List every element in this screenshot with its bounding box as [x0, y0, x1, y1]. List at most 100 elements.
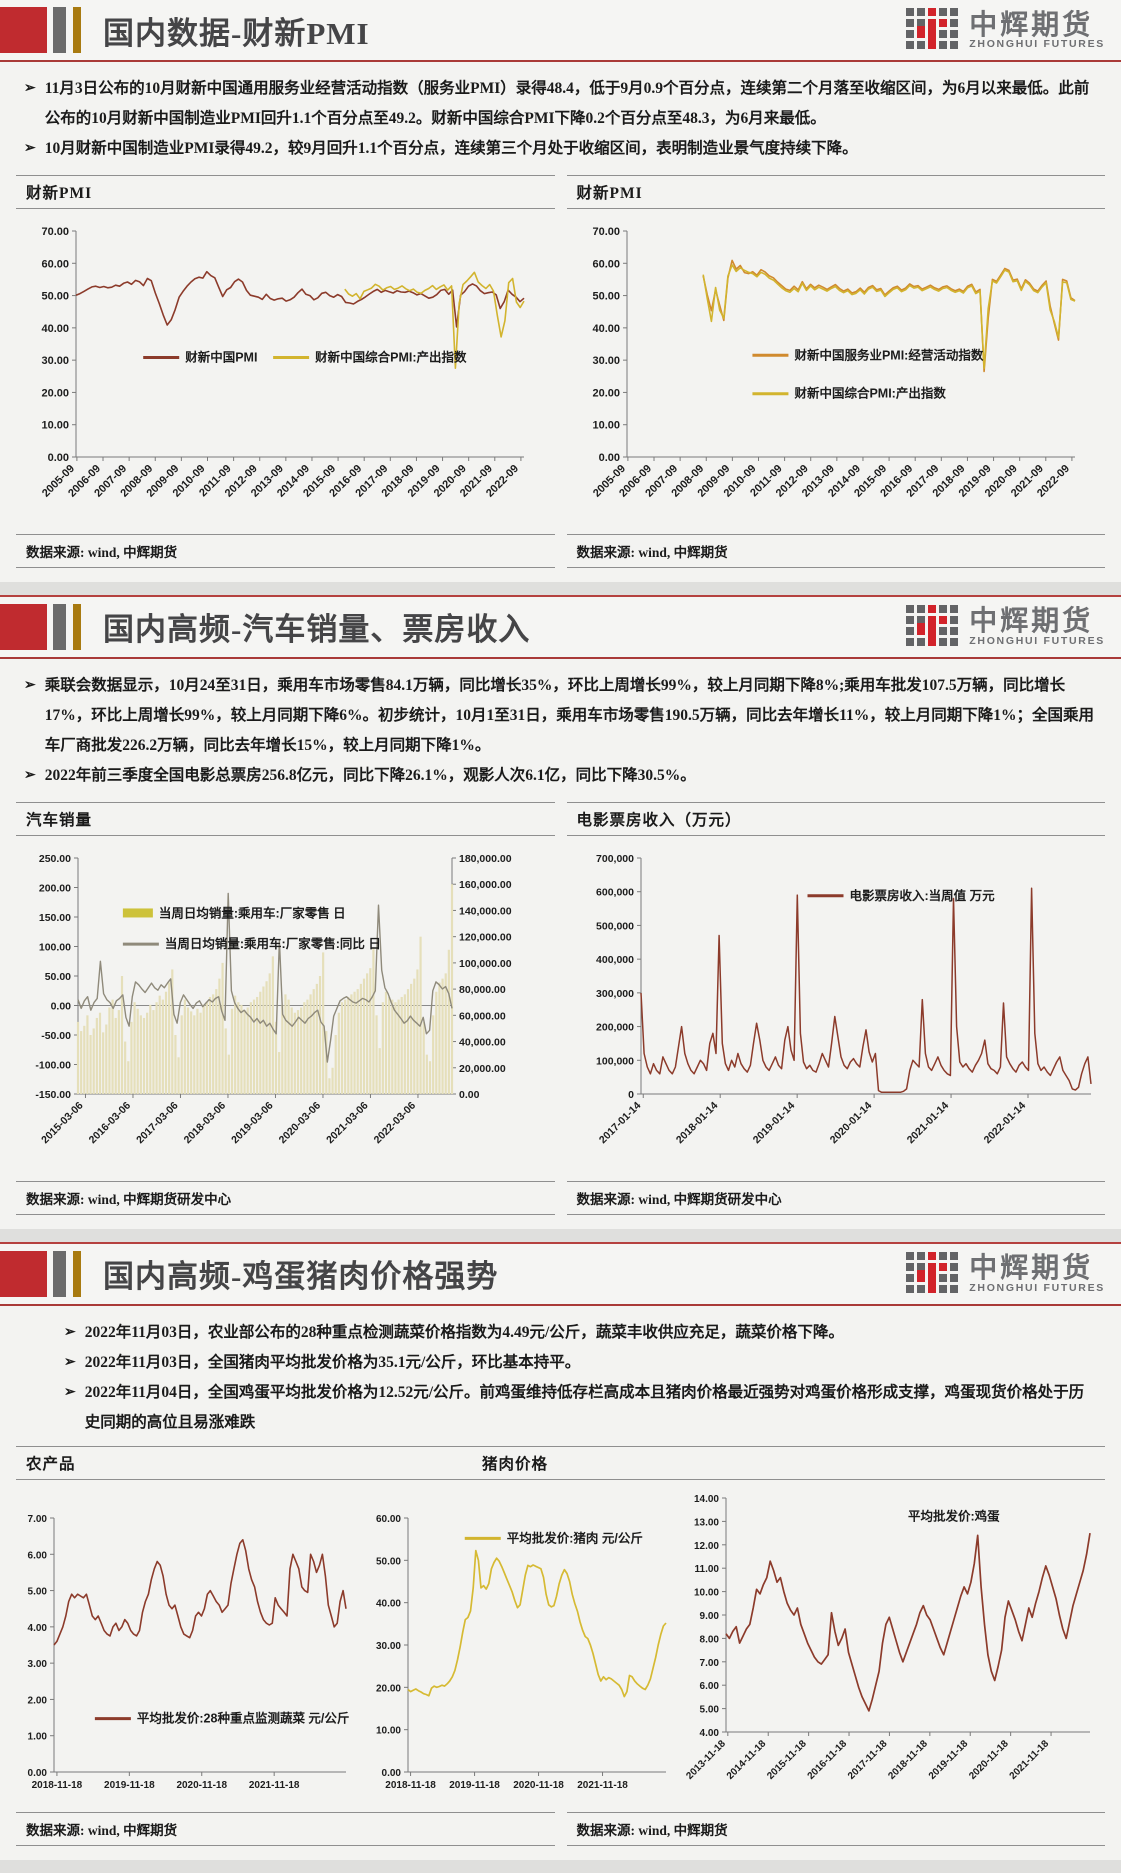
svg-text:2017-11-18: 2017-11-18: [846, 1738, 890, 1782]
header-accent-bars: [0, 603, 81, 650]
brand-name-en: ZHONGHUI FUTURES: [969, 38, 1105, 51]
svg-text:2013-11-18: 2013-11-18: [684, 1738, 728, 1782]
svg-text:平均批发价:鸡蛋: 平均批发价:鸡蛋: [908, 1509, 1000, 1524]
svg-text:10.00: 10.00: [41, 419, 69, 431]
svg-text:2020-01-14: 2020-01-14: [827, 1099, 874, 1146]
brand-name-en: ZHONGHUI FUTURES: [969, 634, 1105, 647]
svg-text:2018-11-18: 2018-11-18: [886, 1738, 930, 1782]
svg-text:财新中国服务业PMI:经营活动指数: 财新中国服务业PMI:经营活动指数: [793, 347, 983, 362]
brand-logo-text: 中辉期货 ZHONGHUI FUTURES: [969, 606, 1105, 646]
svg-text:13.00: 13.00: [694, 1518, 719, 1529]
svg-text:10.00: 10.00: [694, 1588, 719, 1599]
chart-source: 数据来源: wind, 中辉期货: [566, 533, 1105, 568]
accent-gold-bar: [73, 603, 81, 650]
svg-text:60.00: 60.00: [592, 258, 620, 270]
bullet-marker-icon: ➢: [24, 768, 36, 784]
svg-text:12.00: 12.00: [694, 1541, 719, 1552]
brand-logo: 中辉期货 ZHONGHUI FUTURES: [906, 603, 1105, 651]
svg-text:30.00: 30.00: [592, 355, 620, 367]
svg-text:600,000: 600,000: [596, 886, 634, 898]
svg-text:7.00: 7.00: [700, 1658, 720, 1669]
section-header: 国内高频-鸡蛋猪肉价格强势 中辉期货 ZHONGHUI FUTURES: [0, 1243, 1121, 1306]
brand-logo-icon: [906, 8, 959, 49]
caixin-services-pmi-chart: 0.0010.0020.0030.0040.0050.0060.0070.002…: [590, 226, 1075, 499]
svg-text:100.00: 100.00: [39, 941, 71, 953]
accent-red-block: [0, 1250, 47, 1297]
svg-text:2016-11-18: 2016-11-18: [806, 1738, 850, 1782]
svg-text:30.00: 30.00: [41, 355, 69, 367]
bullet-list: ➢ 2022年11月03日，农业部公布的28种重点检测蔬菜价格指数为4.49元/公…: [64, 1318, 1099, 1439]
chart-panel-title: 财新PMI: [566, 174, 1105, 209]
svg-text:2015-11-18: 2015-11-18: [765, 1738, 809, 1782]
bullet-text: 2022年11月03日，农业部公布的28种重点检测蔬菜价格指数为4.49元/公斤…: [84, 1323, 844, 1341]
svg-text:2021-11-18: 2021-11-18: [1008, 1738, 1052, 1782]
svg-text:-50.00: -50.00: [41, 1030, 71, 1042]
chart-source: 数据来源: wind, 中辉期货研发中心: [566, 1180, 1105, 1215]
svg-text:财新中国综合PMI:产出指数: 财新中国综合PMI:产出指数: [793, 385, 946, 400]
chart-panel-title: 猪肉价格: [472, 1446, 1105, 1481]
svg-text:2018-01-14: 2018-01-14: [673, 1099, 720, 1146]
section-header: 国内高频-汽车销量、票房收入 中辉期货 ZHONGHUI FUTURES: [0, 596, 1121, 659]
chart-box: 0 100,000 200,000 300,000 400,000 500,000 600,…: [567, 836, 1106, 1179]
page-title: 国内数据-财新PMI: [103, 15, 370, 51]
brand-name-cn: 中辉期货: [969, 8, 1094, 40]
accent-red-block: [0, 603, 47, 650]
svg-text:200.00: 200.00: [39, 882, 71, 894]
bullet-text: 11月3日公布的10月财新中国通用服务业经营活动指数（服务业PMI）录得48.4…: [44, 80, 1090, 128]
chart-panel-box-office: 电影票房收入（万元） 0 100,000 200,000 300,000 400,000…: [566, 801, 1106, 1215]
svg-text:2022-01-14: 2022-01-14: [981, 1099, 1028, 1146]
bullet-item: ➢ 2022年前三季度全国电影总票房256.8亿元，同比下降26.1%，观影人次6…: [24, 761, 1099, 791]
chart-source: 数据来源: wind, 中辉期货: [566, 1812, 1105, 1847]
accent-gold-bar: [73, 7, 81, 53]
svg-text:2017-01-14: 2017-01-14: [596, 1099, 643, 1146]
svg-text:50.00: 50.00: [45, 971, 71, 983]
svg-text:70.00: 70.00: [41, 226, 69, 238]
svg-text:2021-11-18: 2021-11-18: [577, 1780, 628, 1791]
svg-text:2014-11-18: 2014-11-18: [725, 1738, 769, 1782]
svg-text:平均批发价:28种重点监测蔬菜 元/公斤: 平均批发价:28种重点监测蔬菜 元/公斤: [137, 1711, 350, 1726]
svg-text:7.00: 7.00: [28, 1514, 48, 1525]
svg-text:2020-11-18: 2020-11-18: [967, 1738, 1011, 1782]
svg-text:2020-03-06: 2020-03-06: [277, 1099, 324, 1146]
svg-text:0.00: 0.00: [382, 1768, 402, 1779]
svg-text:150.00: 150.00: [39, 912, 71, 924]
svg-text:3.00: 3.00: [28, 1660, 48, 1671]
svg-text:1.00: 1.00: [28, 1732, 48, 1743]
svg-text:180,000.00: 180,000.00: [459, 853, 512, 865]
svg-text:2018-11-18: 2018-11-18: [32, 1780, 83, 1791]
svg-text:0: 0: [628, 1089, 634, 1101]
svg-text:120,000.00: 120,000.00: [459, 931, 512, 943]
svg-text:0.00: 0.00: [459, 1089, 480, 1101]
svg-text:30.00: 30.00: [376, 1641, 401, 1652]
svg-text:40.00: 40.00: [41, 323, 69, 335]
page-title: 国内高频-汽车销量、票房收入: [103, 612, 531, 648]
svg-text:2019-03-06: 2019-03-06: [229, 1099, 276, 1146]
svg-text:电影票房收入:当周值 万元: 电影票房收入:当周值 万元: [849, 887, 995, 902]
chart-panel-title: 汽车销量: [16, 801, 555, 836]
svg-text:2019-11-18: 2019-11-18: [104, 1780, 155, 1791]
svg-text:0.00: 0.00: [598, 452, 619, 464]
svg-text:2019-01-14: 2019-01-14: [750, 1099, 797, 1146]
accent-gray-bar: [53, 7, 66, 53]
svg-text:2020-11-18: 2020-11-18: [176, 1780, 227, 1791]
svg-text:100,000: 100,000: [596, 1055, 634, 1067]
chart-panel-title: 电影票房收入（万元）: [566, 801, 1105, 836]
chart-box: -150.00 -100.00 -50.00 0.00 50.00 100.00 150.0…: [16, 836, 555, 1179]
bullet-list: ➢ 乘联会数据显示，10月24至31日，乘用车市场零售84.1万辆，同比增长35%…: [24, 671, 1099, 792]
chart-panel-caixin-pmi-right: 财新PMI 0.00 10.00 20.00 30.00 40.00 50.00 60.00…: [566, 174, 1105, 568]
caixin-pmi-chart: 0.0010.0020.0030.0040.0050.0060.0070.002…: [40, 226, 525, 499]
svg-text:2021-03-06: 2021-03-06: [324, 1099, 371, 1146]
bullet-item: ➢ 2022年11月04日，全国鸡蛋平均批发价格为12.52元/公斤。前鸡蛋维持低…: [64, 1378, 1099, 1438]
svg-text:60.00: 60.00: [376, 1514, 401, 1525]
brand-logo: 中辉期货 ZHONGHUI FUTURES: [906, 6, 1105, 54]
svg-text:20.00: 20.00: [376, 1684, 401, 1695]
svg-text:0.00: 0.00: [48, 452, 69, 464]
svg-text:当周日均销量:乘用车:厂家零售:同比 日: 当周日均销量:乘用车:厂家零售:同比 日: [165, 936, 381, 951]
bullet-marker-icon: ➢: [64, 1324, 76, 1340]
bullet-item: ➢ 2022年11月03日，农业部公布的28种重点检测蔬菜价格指数为4.49元/公…: [64, 1318, 1099, 1348]
brand-logo-icon: [906, 604, 959, 646]
svg-text:40.00: 40.00: [592, 323, 620, 335]
svg-text:2016-03-06: 2016-03-06: [87, 1099, 134, 1146]
svg-text:2.00: 2.00: [28, 1696, 48, 1707]
svg-text:160,000.00: 160,000.00: [459, 879, 512, 891]
